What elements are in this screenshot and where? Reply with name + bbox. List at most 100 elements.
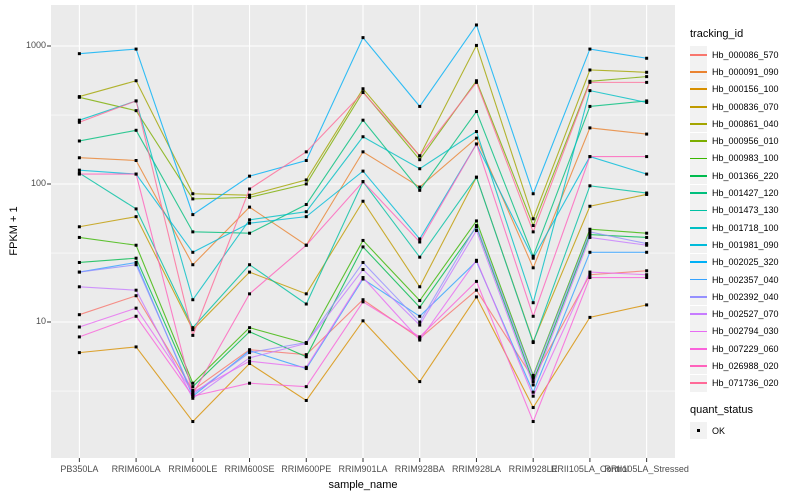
legend-item-label: Hb_002025_320 (712, 257, 779, 268)
legend-key (690, 115, 707, 133)
data-point (134, 314, 138, 318)
data-point (418, 305, 422, 309)
data-point (77, 118, 81, 122)
data-point (588, 47, 592, 51)
data-point (531, 224, 535, 228)
data-point (77, 325, 81, 329)
data-point (645, 56, 649, 60)
data-point (77, 335, 81, 339)
data-point (134, 260, 138, 264)
data-point (645, 132, 649, 136)
data-point (304, 341, 308, 345)
data-point (248, 231, 252, 235)
legend-item-label: Hb_007229_060 (712, 343, 779, 354)
data-point (588, 89, 592, 93)
data-point (588, 233, 592, 237)
legend-key (690, 46, 707, 64)
data-point (418, 240, 422, 244)
data-point (418, 323, 422, 327)
legend-line-icon (690, 88, 707, 91)
data-point (588, 270, 592, 274)
legend-item-label: Hb_002527_070 (712, 309, 779, 320)
legend-line-icon (690, 53, 707, 56)
data-point (588, 104, 592, 108)
data-point (361, 276, 365, 280)
data-point (248, 356, 252, 360)
data-point (134, 159, 138, 163)
data-point (531, 301, 535, 305)
x-tick-label-RRIM600LE: RRIM600LE (168, 464, 218, 474)
legend-item-label: Hb_000091_090 (712, 66, 779, 77)
data-point (304, 365, 308, 369)
legend-line-icon (690, 71, 707, 73)
y-tick-label: 100 (30, 178, 46, 188)
legend-line-icon (690, 105, 707, 108)
legend-line-icon (690, 347, 707, 350)
legend-item-label: Hb_002392_040 (712, 291, 779, 302)
data-point (418, 380, 422, 384)
data-point (588, 204, 592, 208)
data-point (248, 205, 252, 209)
data-point (134, 243, 138, 247)
data-point (588, 273, 592, 277)
legend-item-label: Hb_001427_120 (712, 188, 779, 199)
data-point (361, 91, 365, 95)
data-point (191, 263, 195, 267)
data-point (304, 355, 308, 359)
data-point (645, 191, 649, 195)
data-point (645, 243, 649, 247)
data-point (248, 221, 252, 225)
data-point (645, 75, 649, 79)
data-point (134, 294, 138, 298)
legend-key (690, 63, 707, 81)
data-point (531, 254, 535, 258)
data-point (474, 175, 478, 179)
data-point (588, 155, 592, 159)
legend-item-label: Hb_001366_220 (712, 170, 779, 181)
data-point (134, 288, 138, 292)
data-point (77, 168, 81, 172)
data-point (304, 292, 308, 296)
data-point (134, 99, 138, 103)
data-point (361, 169, 365, 173)
data-point (191, 298, 195, 302)
legend-item-Hb_001366_220: Hb_001366_220 (690, 167, 779, 185)
data-point (248, 270, 252, 274)
data-point (588, 235, 592, 239)
data-point (588, 68, 592, 72)
quant-status-legend: quant_status OK (690, 404, 779, 440)
legend-item-Hb_000836_070: Hb_000836_070 (690, 98, 779, 116)
data-point (248, 381, 252, 385)
data-point (361, 300, 365, 304)
data-point (418, 237, 422, 241)
data-point (248, 351, 252, 355)
x-tick-label-RRIM928LA: RRIM928LA (451, 464, 501, 474)
legend-item-Hb_007229_060: Hb_007229_060 (690, 340, 779, 358)
data-point (134, 306, 138, 310)
x-tick-label-RRIM600PE: RRIM600PE (281, 464, 332, 474)
legend-item-label: Hb_000086_570 (712, 49, 779, 60)
legend-line-icon (690, 313, 707, 316)
data-point (645, 100, 649, 104)
data-point (248, 193, 252, 197)
data-point (191, 394, 195, 398)
data-point (248, 263, 252, 267)
legend-item-label: Hb_001718_100 (712, 222, 779, 233)
legend-line-icon (690, 157, 707, 160)
data-point (134, 109, 138, 113)
legend-title: tracking_id (690, 28, 744, 40)
data-point (191, 390, 195, 394)
data-point (645, 99, 649, 103)
data-point (418, 185, 422, 189)
data-point (304, 178, 308, 182)
legend: tracking_id Hb_000086_570 Hb_000091_090 Hb… (690, 28, 779, 440)
data-point (191, 396, 195, 400)
data-point (77, 270, 81, 274)
data-point (248, 362, 252, 366)
data-point (531, 380, 535, 384)
legend-item-Hb_000861_040: Hb_000861_040 (690, 115, 779, 133)
data-point (304, 215, 308, 219)
data-point (531, 383, 535, 387)
data-point (191, 388, 195, 392)
legend-key (690, 253, 707, 271)
